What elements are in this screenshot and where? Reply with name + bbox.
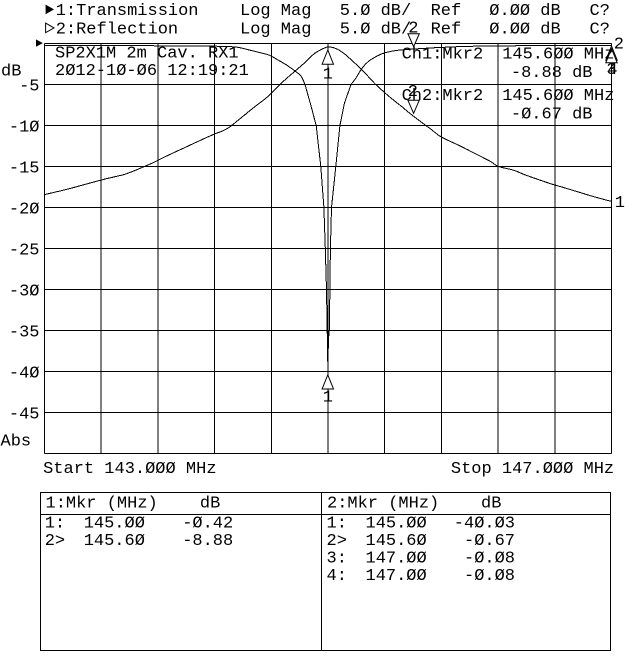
svg-text:4: 4 — [607, 61, 617, 80]
svg-text:Ch2:Mkr2: Ch2:Mkr2 — [402, 87, 484, 106]
svg-text:1:Transmission: 1:Transmission — [56, 2, 199, 21]
svg-text:145.6Ø: 145.6Ø — [84, 532, 145, 551]
svg-text:dB: dB — [481, 494, 501, 513]
svg-text:-Ø.67 dB: -Ø.67 dB — [511, 106, 593, 125]
svg-text:-4Ø.Ø3: -4Ø.Ø3 — [454, 515, 515, 534]
svg-text:5.Ø dB/: 5.Ø dB/ — [340, 21, 411, 40]
svg-text:2>: 2> — [327, 532, 347, 551]
svg-text:Log Mag: Log Mag — [240, 2, 311, 21]
svg-text:-2Ø: -2Ø — [9, 201, 40, 220]
svg-text:1:: 1: — [327, 515, 347, 534]
svg-text:dB: dB — [1, 63, 21, 82]
svg-text:2: 2 — [408, 83, 418, 102]
svg-text:-35: -35 — [9, 324, 40, 343]
svg-text:Ref: Ref — [431, 21, 462, 40]
svg-text:3: 3 — [606, 61, 616, 80]
svg-text:1: 1 — [323, 65, 333, 84]
svg-text:SP2X1M 2m Cav. RX1: SP2X1M 2m Cav. RX1 — [55, 45, 239, 64]
svg-text:-15: -15 — [9, 160, 40, 179]
svg-text:-Ø.42: -Ø.42 — [182, 515, 233, 534]
svg-text:147.ØØ: 147.ØØ — [366, 567, 427, 586]
svg-text:2:Mkr (MHz): 2:Mkr (MHz) — [327, 494, 439, 513]
svg-text:-Ø.67: -Ø.67 — [464, 532, 515, 551]
svg-text:-8.88: -8.88 — [182, 532, 233, 551]
svg-text:C?: C? — [590, 2, 610, 21]
svg-text:5.Ø dB/: 5.Ø dB/ — [340, 2, 411, 21]
svg-text:145.ØØ: 145.ØØ — [84, 515, 145, 534]
svg-text:-25: -25 — [9, 242, 40, 261]
svg-text:2: 2 — [408, 19, 418, 38]
svg-text:dB: dB — [200, 494, 220, 513]
svg-text:145.ØØ: 145.ØØ — [366, 515, 427, 534]
svg-text:2:Reflection: 2:Reflection — [56, 21, 178, 40]
svg-text:145.6ØØ MHz: 145.6ØØ MHz — [502, 87, 614, 106]
svg-text:1: 1 — [323, 389, 333, 408]
svg-text:-3Ø: -3Ø — [9, 283, 40, 302]
svg-text:Log Mag: Log Mag — [240, 21, 311, 40]
svg-text:1:: 1: — [45, 515, 65, 534]
svg-text:-Ø.Ø8: -Ø.Ø8 — [464, 567, 515, 586]
svg-text:2Ø12-1Ø-Ø6 12:19:21: 2Ø12-1Ø-Ø6 12:19:21 — [55, 62, 249, 81]
svg-text:2>: 2> — [45, 532, 65, 551]
svg-text:Start 143.ØØØ MHz: Start 143.ØØØ MHz — [43, 460, 216, 479]
svg-text:147.ØØ: 147.ØØ — [366, 549, 427, 568]
svg-text:-1Ø: -1Ø — [9, 119, 40, 138]
svg-text:Ø.ØØ dB: Ø.ØØ dB — [489, 2, 560, 21]
svg-text:C?: C? — [590, 21, 610, 40]
svg-text:2: 2 — [614, 35, 624, 54]
svg-text:Stop 147.ØØØ MHz: Stop 147.ØØØ MHz — [451, 460, 614, 479]
svg-text:Abs: Abs — [1, 432, 32, 451]
svg-text:145.6Ø: 145.6Ø — [366, 532, 427, 551]
svg-text:Ch1:Mkr2: Ch1:Mkr2 — [402, 46, 484, 65]
svg-text:-5: -5 — [19, 78, 39, 97]
svg-text:-Ø.Ø8: -Ø.Ø8 — [464, 549, 515, 568]
svg-text:-45: -45 — [9, 406, 40, 425]
svg-text:1: 1 — [615, 194, 625, 213]
svg-text:Ref: Ref — [431, 2, 462, 21]
svg-text:-8.88 dB: -8.88 dB — [511, 64, 593, 83]
svg-text:1:Mkr (MHz): 1:Mkr (MHz) — [46, 494, 158, 513]
svg-text:3:: 3: — [327, 549, 347, 568]
svg-text:4:: 4: — [327, 567, 347, 586]
svg-text:-4Ø: -4Ø — [9, 365, 40, 384]
svg-text:145.6ØØ MHz: 145.6ØØ MHz — [502, 46, 614, 65]
svg-text:Ø.ØØ dB: Ø.ØØ dB — [489, 21, 560, 40]
